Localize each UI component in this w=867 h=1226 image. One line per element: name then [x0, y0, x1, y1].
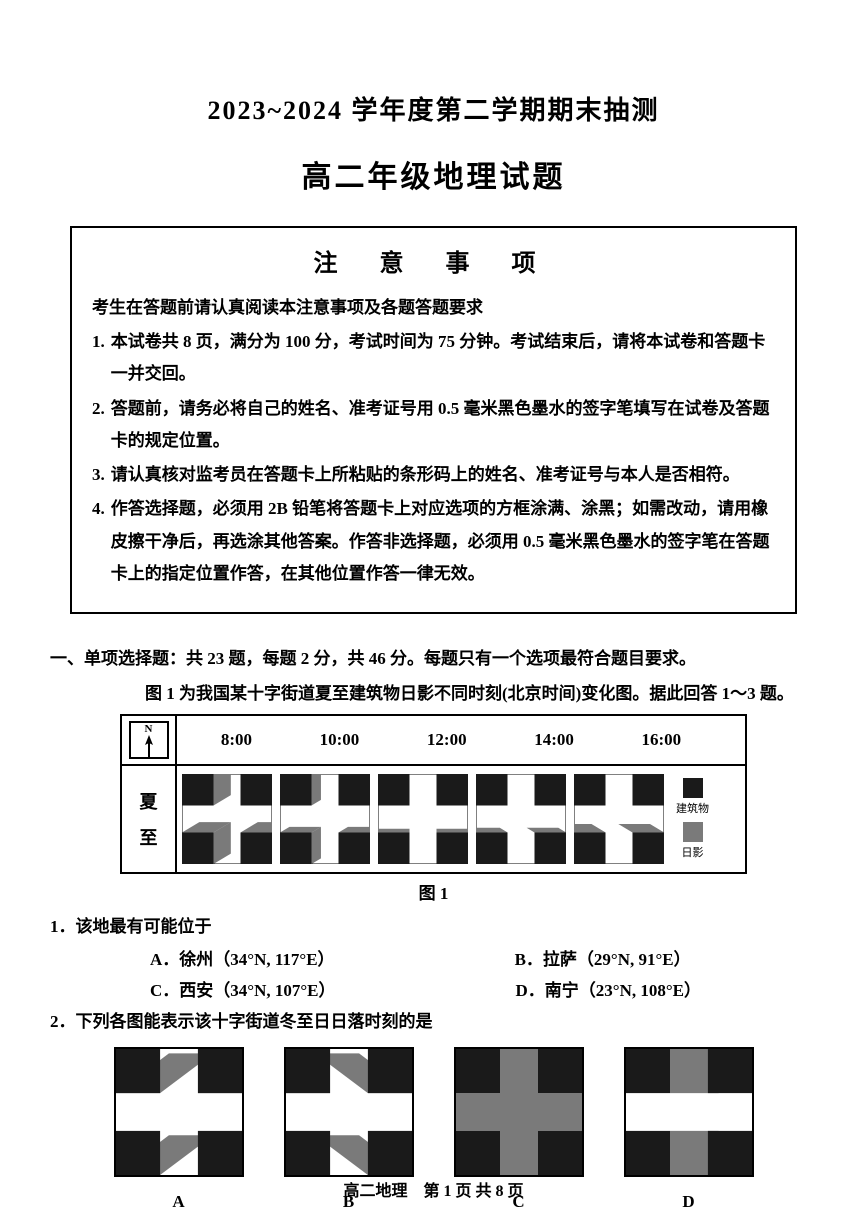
- q1-stem: 1．该地最有可能位于: [50, 912, 817, 937]
- time-label: 12:00: [427, 730, 467, 750]
- time-row: 8:00 10:00 12:00 14:00 16:00: [177, 716, 745, 766]
- time-label: 16:00: [642, 730, 682, 750]
- time-label: 8:00: [221, 730, 252, 750]
- shadow-diagram: [574, 774, 664, 864]
- q1-opt-b: B．拉萨（29°N, 91°E）: [515, 945, 691, 970]
- legend-building-swatch: [683, 778, 703, 798]
- notice-list: 1.本试卷共 8 页，满分为 100 分，考试时间为 75 分钟。考试结束后，请…: [92, 326, 775, 590]
- q1-opts-row1: A．徐州（34°N, 117°E） B．拉萨（29°N, 91°E）: [150, 945, 817, 970]
- q2-stem: 2．下列各图能表示该十字街道冬至日日落时刻的是: [50, 1007, 817, 1032]
- notice-num: 1.: [92, 326, 105, 391]
- notice-num: 4.: [92, 493, 105, 590]
- q2-fig-b: [284, 1047, 414, 1177]
- compass-cell: N: [122, 716, 175, 766]
- notice-num: 3.: [92, 459, 105, 491]
- q2-fig-a: [114, 1047, 244, 1177]
- season-char: 至: [140, 824, 158, 850]
- legend-building: 建筑物: [676, 778, 709, 816]
- notice-preface: 考生在答题前请认真阅读本注意事项及各题答题要求: [92, 293, 775, 318]
- figure1-caption: 图 1: [50, 879, 817, 904]
- shadow-diagram: [182, 774, 272, 864]
- notice-heading: 注 意 事 项: [92, 243, 775, 278]
- q1-opt-a: A．徐州（34°N, 117°E）: [150, 945, 335, 970]
- legend-shadow: 日影: [676, 822, 709, 860]
- legend-shadow-label: 日影: [682, 844, 704, 860]
- notice-text: 本试卷共 8 页，满分为 100 分，考试时间为 75 分钟。考试结束后，请将本…: [111, 326, 775, 391]
- shadow-diagram: [280, 774, 370, 864]
- q1-opt-c: C．西安（34°N, 107°E）: [150, 976, 336, 1001]
- page-footer: 高二地理 第 1 页 共 8 页: [0, 1177, 867, 1201]
- shadow-diagram: [476, 774, 566, 864]
- q2-fig-d: [624, 1047, 754, 1177]
- q1-opts-row2: C．西安（34°N, 107°E） D．南宁（23°N, 108°E）: [150, 976, 817, 1001]
- compass-icon: N: [129, 721, 169, 759]
- notice-num: 2.: [92, 393, 105, 458]
- legend-shadow-swatch: [683, 822, 703, 842]
- q1-opt-d: D．南宁（23°N, 108°E）: [516, 976, 702, 1001]
- compass-n-label: N: [145, 724, 153, 735]
- figure1-legend: 建筑物 日影: [676, 778, 709, 860]
- shadow-diagram: [378, 774, 468, 864]
- notice-item: 4.作答选择题，必须用 2B 铅笔将答题卡上对应选项的方框涂满、涂黑；如需改动，…: [92, 493, 775, 590]
- shadow-row: 建筑物 日影: [177, 766, 745, 872]
- figure1-rightcol: 8:00 10:00 12:00 14:00 16:00: [177, 716, 745, 872]
- figure1-leftcol: N 夏 至: [122, 716, 177, 872]
- section-title: 一、单项选择题：共 23 题，每题 2 分，共 46 分。每题只有一个选项最符合…: [50, 644, 817, 675]
- year-title: 2023~2024 学年度第二学期期末抽测: [50, 90, 817, 127]
- notice-item: 3.请认真核对监考员在答题卡上所粘贴的条形码上的姓名、准考证号与本人是否相符。: [92, 459, 775, 491]
- notice-text: 作答选择题，必须用 2B 铅笔将答题卡上对应选项的方框涂满、涂黑；如需改动，请用…: [111, 493, 775, 590]
- notice-item: 2.答题前，请务必将自己的姓名、准考证号用 0.5 毫米黑色墨水的签字笔填写在试…: [92, 393, 775, 458]
- notice-text: 请认真核对监考员在答题卡上所粘贴的条形码上的姓名、准考证号与本人是否相符。: [111, 459, 740, 491]
- notice-item: 1.本试卷共 8 页，满分为 100 分，考试时间为 75 分钟。考试结束后，请…: [92, 326, 775, 391]
- season-cell: 夏 至: [122, 766, 175, 872]
- notice-text: 答题前，请务必将自己的姓名、准考证号用 0.5 毫米黑色墨水的签字笔填写在试卷及…: [111, 393, 775, 458]
- exam-title: 高二年级地理试题: [50, 152, 817, 196]
- notice-box: 注 意 事 项 考生在答题前请认真阅读本注意事项及各题答题要求 1.本试卷共 8…: [70, 226, 797, 614]
- time-label: 10:00: [320, 730, 360, 750]
- q2-fig-c: [454, 1047, 584, 1177]
- section-context: 图 1 为我国某十字街道夏至建筑物日影不同时刻(北京时间)变化图。据此回答 1～…: [145, 679, 817, 704]
- legend-building-label: 建筑物: [676, 800, 709, 816]
- season-char: 夏: [140, 788, 158, 814]
- time-label: 14:00: [534, 730, 574, 750]
- figure1: N 夏 至 8:00 10:00 12:00 14:00 16:00: [120, 714, 747, 874]
